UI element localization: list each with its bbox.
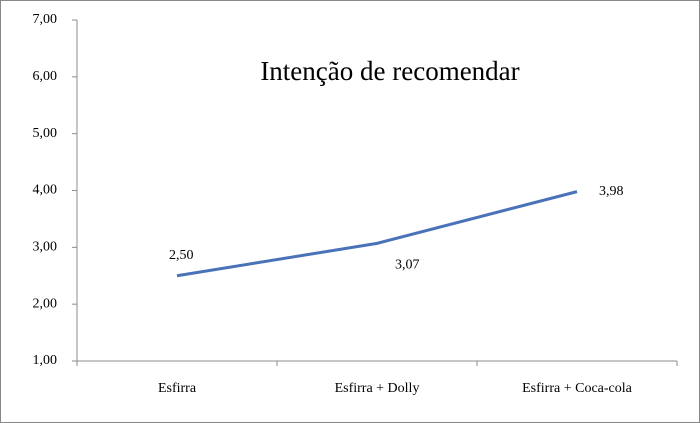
y-tick-label: 5,00 bbox=[33, 126, 58, 141]
x-tick-label: Esfirra + Coca-cola bbox=[522, 381, 633, 396]
y-tick-label: 3,00 bbox=[33, 240, 58, 255]
data-label: 3,98 bbox=[599, 184, 624, 199]
y-tick-label: 2,00 bbox=[33, 296, 58, 311]
data-label: 3,07 bbox=[395, 258, 420, 273]
y-tick-label: 4,00 bbox=[33, 183, 58, 198]
x-tick-label: Esfirra bbox=[158, 381, 197, 396]
y-tick-label: 7,00 bbox=[33, 12, 58, 27]
chart-title: Intenção de recomendar bbox=[260, 56, 519, 86]
x-tick-label: Esfirra + Dolly bbox=[335, 381, 420, 396]
data-label: 2,50 bbox=[169, 248, 194, 263]
line bbox=[176, 190, 578, 278]
y-tick-label: 6,00 bbox=[33, 69, 58, 84]
y-tick-label: 1,00 bbox=[33, 353, 58, 368]
